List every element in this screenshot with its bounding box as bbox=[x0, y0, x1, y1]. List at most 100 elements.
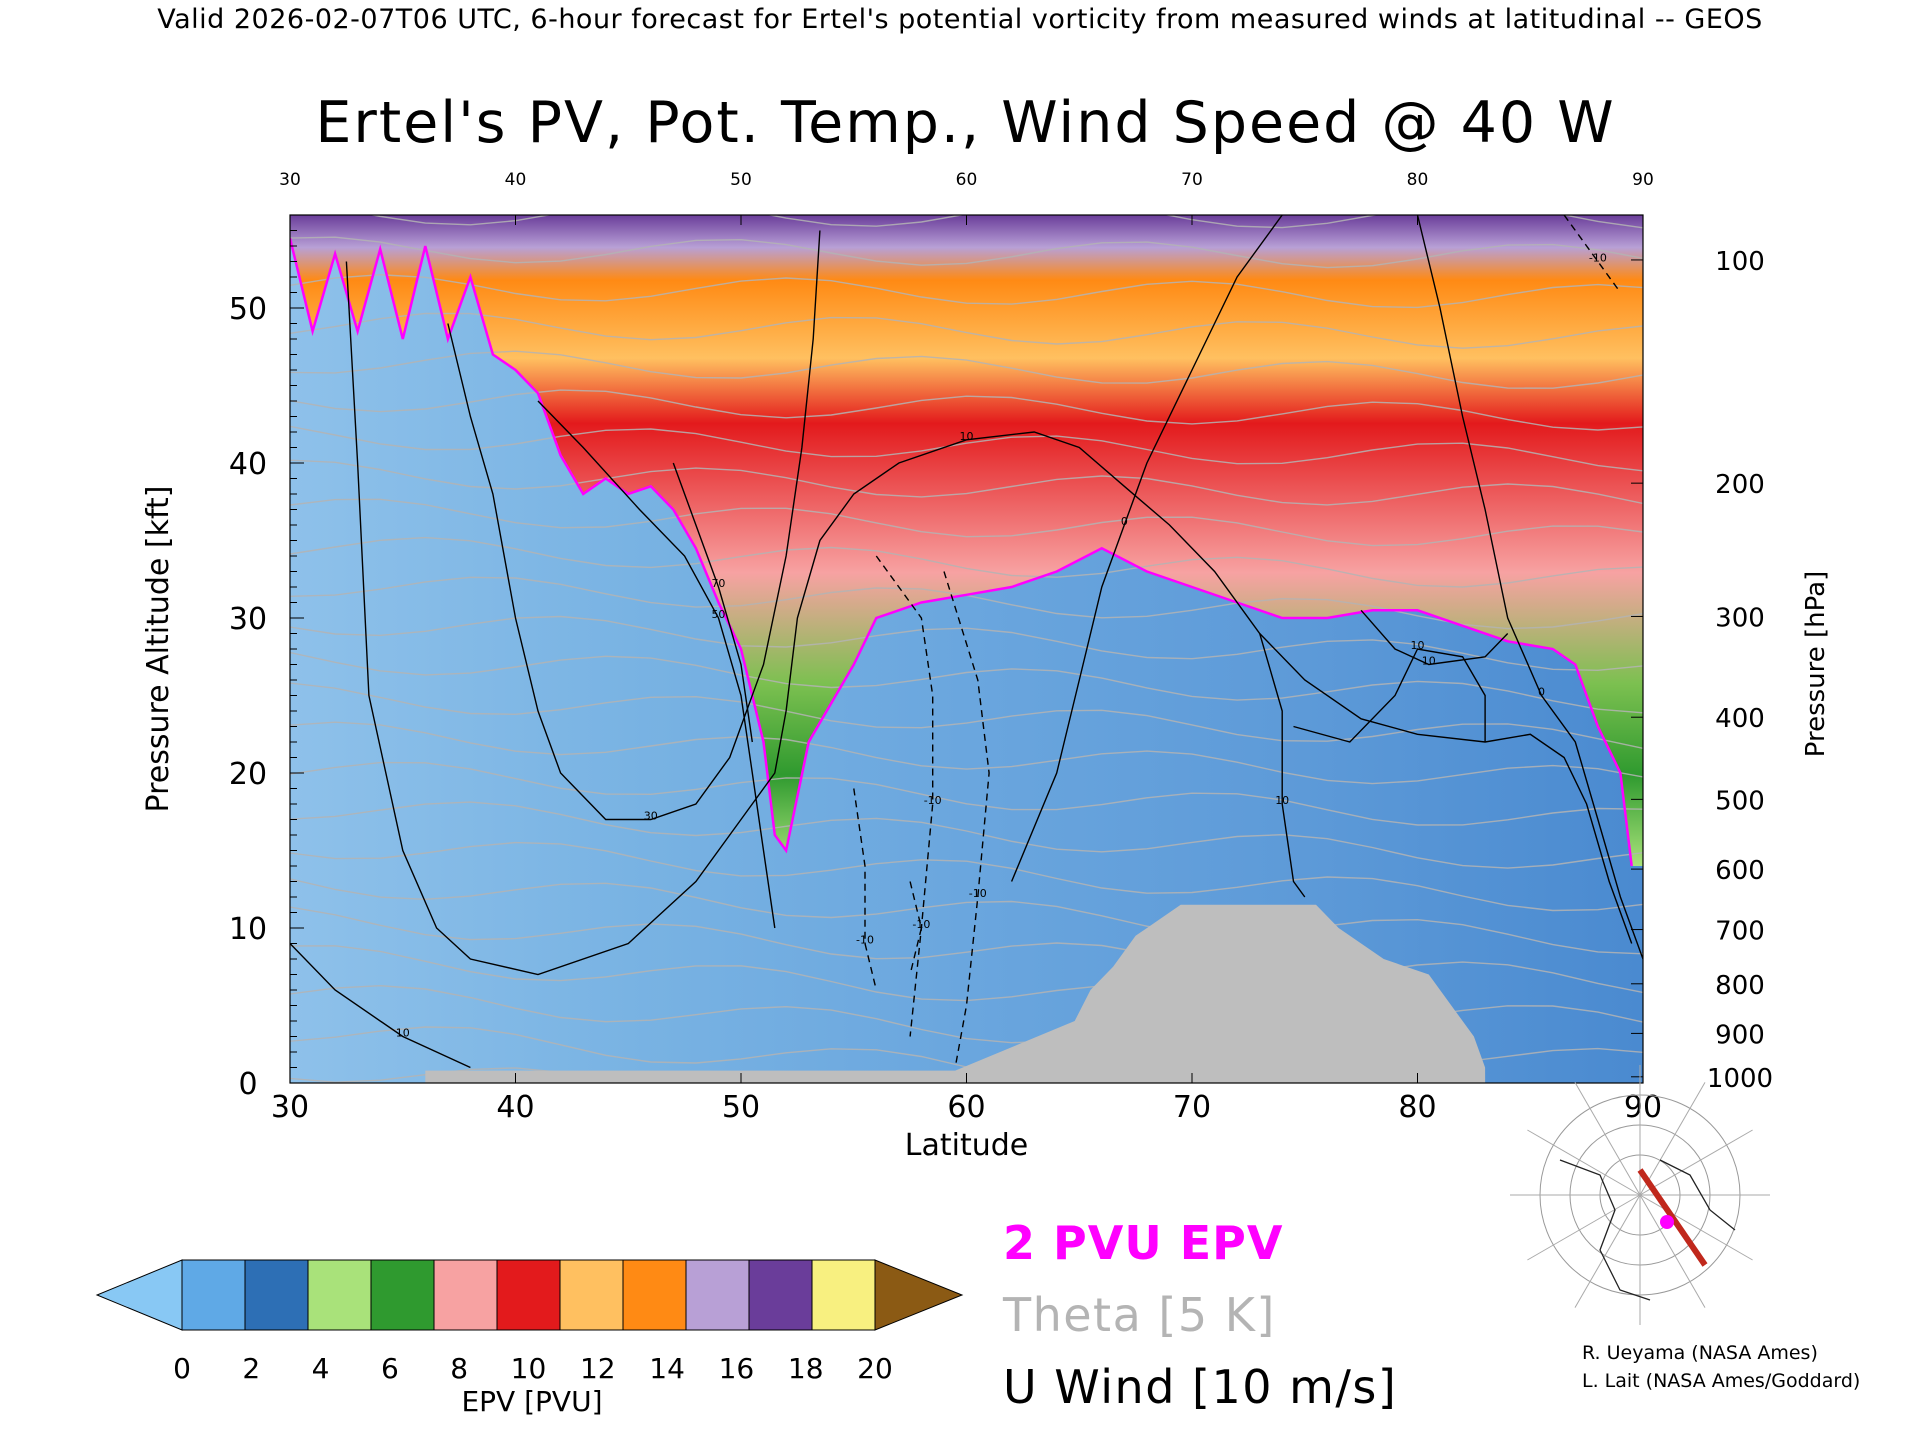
colorbar-segment bbox=[307, 1259, 372, 1331]
colorbar-segment bbox=[748, 1259, 813, 1331]
u-wind-label: 10 bbox=[1275, 794, 1289, 807]
chart-title: Ertel's PV, Pot. Temp., Wind Speed @ 40 … bbox=[315, 90, 1616, 156]
u-wind-line bbox=[1293, 648, 1486, 743]
theta-line bbox=[290, 389, 1643, 431]
u-wind-line bbox=[345, 261, 1633, 976]
theta-line bbox=[290, 651, 1643, 714]
colorbar-segment bbox=[622, 1259, 687, 1331]
pressure-tick-label: 300 bbox=[1715, 603, 1765, 633]
colorbar-tick-label: 2 bbox=[242, 1352, 260, 1385]
u-wind-negative-label: -10 bbox=[924, 794, 942, 807]
colorbar-tick-label: 12 bbox=[580, 1352, 616, 1385]
colorbar-segment bbox=[244, 1259, 309, 1331]
colorbar-label: EPV [PVU] bbox=[461, 1385, 603, 1418]
u-wind-line bbox=[447, 230, 821, 821]
terrain-mask bbox=[425, 904, 1486, 1083]
colorbar-segment bbox=[370, 1259, 435, 1331]
inset-map-meridian bbox=[1574, 1082, 1641, 1196]
u-wind-negative-line bbox=[909, 881, 923, 975]
theta-line bbox=[290, 906, 1643, 994]
theta-line bbox=[290, 536, 1643, 588]
colorbar-tick-label: 0 bbox=[173, 1352, 191, 1385]
top-x-tick-label: 90 bbox=[1632, 170, 1654, 190]
valid-time-header: Valid 2026-02-07T06 UTC, 6-hour forecast… bbox=[157, 4, 1763, 35]
pressure-tick-label: 200 bbox=[1715, 470, 1765, 500]
x-tick-label: 60 bbox=[947, 1090, 985, 1125]
colorbar-segment bbox=[496, 1259, 561, 1331]
top-x-tick-label: 30 bbox=[279, 170, 301, 190]
theta-line bbox=[290, 682, 1643, 749]
y-tick-label: 10 bbox=[229, 912, 267, 947]
pressure-tick-label: 100 bbox=[1715, 247, 1765, 277]
pressure-tick-label: 700 bbox=[1715, 917, 1765, 947]
colorbar-over-arrow bbox=[874, 1259, 964, 1331]
inset-map-coastlines bbox=[1559, 1159, 1736, 1301]
u-wind-negative-label: -10 bbox=[856, 934, 874, 947]
u-wind-line bbox=[1360, 609, 1509, 666]
top-x-tick-label: 60 bbox=[956, 170, 978, 190]
u-wind-negative-line bbox=[943, 571, 990, 1068]
x-tick-label: 70 bbox=[1173, 1090, 1211, 1125]
colorbar-tick-label: 16 bbox=[719, 1352, 755, 1385]
u-wind-negative-label: -10 bbox=[912, 918, 930, 931]
credit-line-1: R. Ueyama (NASA Ames) bbox=[1582, 1342, 1818, 1364]
inset-map-meridian bbox=[1527, 1194, 1641, 1261]
colorbar-segment bbox=[433, 1259, 498, 1331]
inset-map-meridian bbox=[1639, 1194, 1753, 1261]
stratosphere-fill bbox=[290, 215, 1643, 866]
u-wind-label: 70 bbox=[711, 577, 725, 590]
inset-map-meridian bbox=[1527, 1129, 1641, 1196]
u-wind-line bbox=[1010, 215, 1283, 882]
x-tick-label: 30 bbox=[271, 1090, 309, 1125]
x-tick-label: 50 bbox=[722, 1090, 760, 1125]
u-wind-label: 30 bbox=[644, 810, 658, 823]
pressure-axis-label: Pressure [hPa] bbox=[1801, 571, 1831, 758]
colorbar-tick-label: 8 bbox=[450, 1352, 468, 1385]
u-wind-negative-line bbox=[875, 555, 934, 1037]
u-wind-label: 10 bbox=[396, 1027, 410, 1040]
colorbar-tick-label: 6 bbox=[381, 1352, 399, 1385]
colorbar-tick-label: 20 bbox=[857, 1352, 893, 1385]
top-x-tick-label: 40 bbox=[505, 170, 527, 190]
colorbar-segment bbox=[685, 1259, 750, 1331]
x-axis-label: Latitude bbox=[905, 1128, 1028, 1163]
colorbar-segment bbox=[559, 1259, 624, 1331]
theta-line bbox=[290, 459, 1643, 506]
top-x-tick-label: 80 bbox=[1407, 170, 1429, 190]
pressure-tick-label: 800 bbox=[1715, 971, 1765, 1001]
u-wind-label: 10 bbox=[1411, 639, 1425, 652]
u-wind-line bbox=[1416, 215, 1643, 960]
inset-map-meridian bbox=[1639, 1082, 1706, 1196]
u-wind-line bbox=[290, 943, 471, 1069]
legend-epv-label: 2 PVU EPV bbox=[1003, 1216, 1284, 1270]
u-wind-line bbox=[672, 462, 753, 743]
u-wind-negative-line bbox=[853, 788, 877, 991]
u-wind-label: 0 bbox=[1538, 686, 1545, 699]
y-tick-label: 40 bbox=[229, 447, 267, 482]
theta-line bbox=[290, 761, 1643, 826]
u-wind-line bbox=[1259, 633, 1306, 898]
inset-map-meridian bbox=[1639, 1194, 1706, 1308]
pressure-tick-label: 1000 bbox=[1707, 1064, 1773, 1094]
pressure-tick-label: 500 bbox=[1715, 786, 1765, 816]
u-wind-contours: 10 10 30 50 70 0 10 10 10 0 -10 -10 -10 -10 -10 bbox=[290, 215, 1643, 1069]
colorbar-tick-label: 10 bbox=[511, 1352, 547, 1385]
theta-line bbox=[290, 1067, 615, 1083]
legend-uwind-label: U Wind [10 m/s] bbox=[1003, 1360, 1398, 1414]
theta-line bbox=[290, 273, 1643, 309]
u-wind-label: 0 bbox=[1121, 515, 1128, 528]
u-wind-line bbox=[537, 400, 776, 929]
colorbar-tick-label: 14 bbox=[649, 1352, 685, 1385]
u-wind-label: 10 bbox=[960, 430, 974, 443]
legend-theta-label: Theta [5 K] bbox=[1003, 1288, 1276, 1342]
colorbar-tick-label: 18 bbox=[788, 1352, 824, 1385]
theta-line bbox=[290, 721, 1643, 785]
x-tick-label: 80 bbox=[1398, 1090, 1436, 1125]
top-x-tick-label: 70 bbox=[1181, 170, 1203, 190]
y-tick-label: 20 bbox=[229, 757, 267, 792]
u-wind-negative-label: -10 bbox=[969, 887, 987, 900]
epv-2pvu-line bbox=[290, 238, 1633, 867]
theta-line bbox=[290, 498, 1643, 547]
theta-line bbox=[290, 841, 1643, 912]
